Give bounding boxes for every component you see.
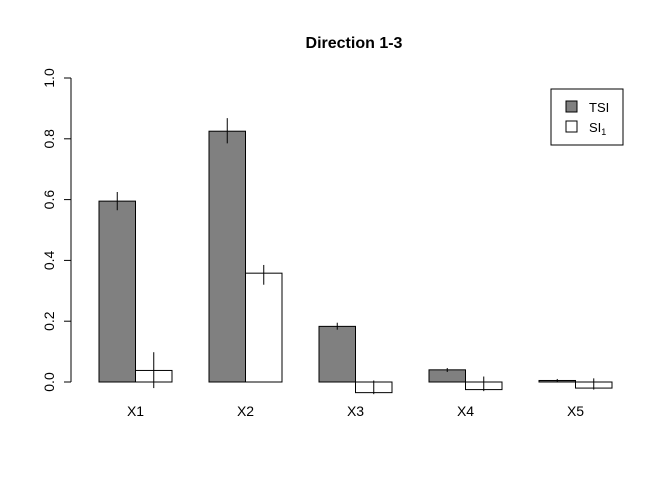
legend: TSI SI1: [550, 88, 624, 146]
legend-label-si1: SI1: [589, 120, 606, 137]
x-tick-label: X5: [567, 403, 584, 419]
bar-x1-tsi: [98, 200, 136, 383]
bar-x2-tsi: [208, 130, 246, 383]
y-tick-label: 1.0: [41, 68, 57, 88]
y-tick-label: 0.0: [41, 372, 57, 392]
legend-box: [550, 88, 624, 146]
x-tick-label: X4: [457, 403, 474, 419]
error-bars: [116, 118, 595, 395]
legend-label-si1-main: SI: [589, 120, 601, 135]
x-tick-label: X2: [237, 403, 254, 419]
x-tick-label: X1: [127, 403, 144, 419]
bars: [98, 130, 613, 394]
y-tick-label: 0.2: [41, 311, 57, 331]
bar-x2-si1: [245, 272, 283, 383]
y-tick-label: 0.6: [41, 190, 57, 210]
legend-label-tsi: TSI: [589, 100, 609, 115]
y-tick-label: 0.8: [41, 129, 57, 149]
y-tick-label: 0.4: [41, 250, 57, 270]
x-tick-label: X3: [347, 403, 364, 419]
chart-title: Direction 1-3: [306, 35, 403, 52]
legend-swatch-si1: [565, 120, 578, 133]
y-axis: 0.0 0.2 0.4 0.6 0.8 1.0: [41, 68, 72, 392]
x-axis-labels: X1 X2 X3 X4 X5: [127, 403, 584, 419]
legend-label-si1-sub: 1: [601, 127, 606, 137]
legend-swatch-tsi: [565, 100, 578, 113]
bar-x3-tsi: [318, 325, 356, 383]
